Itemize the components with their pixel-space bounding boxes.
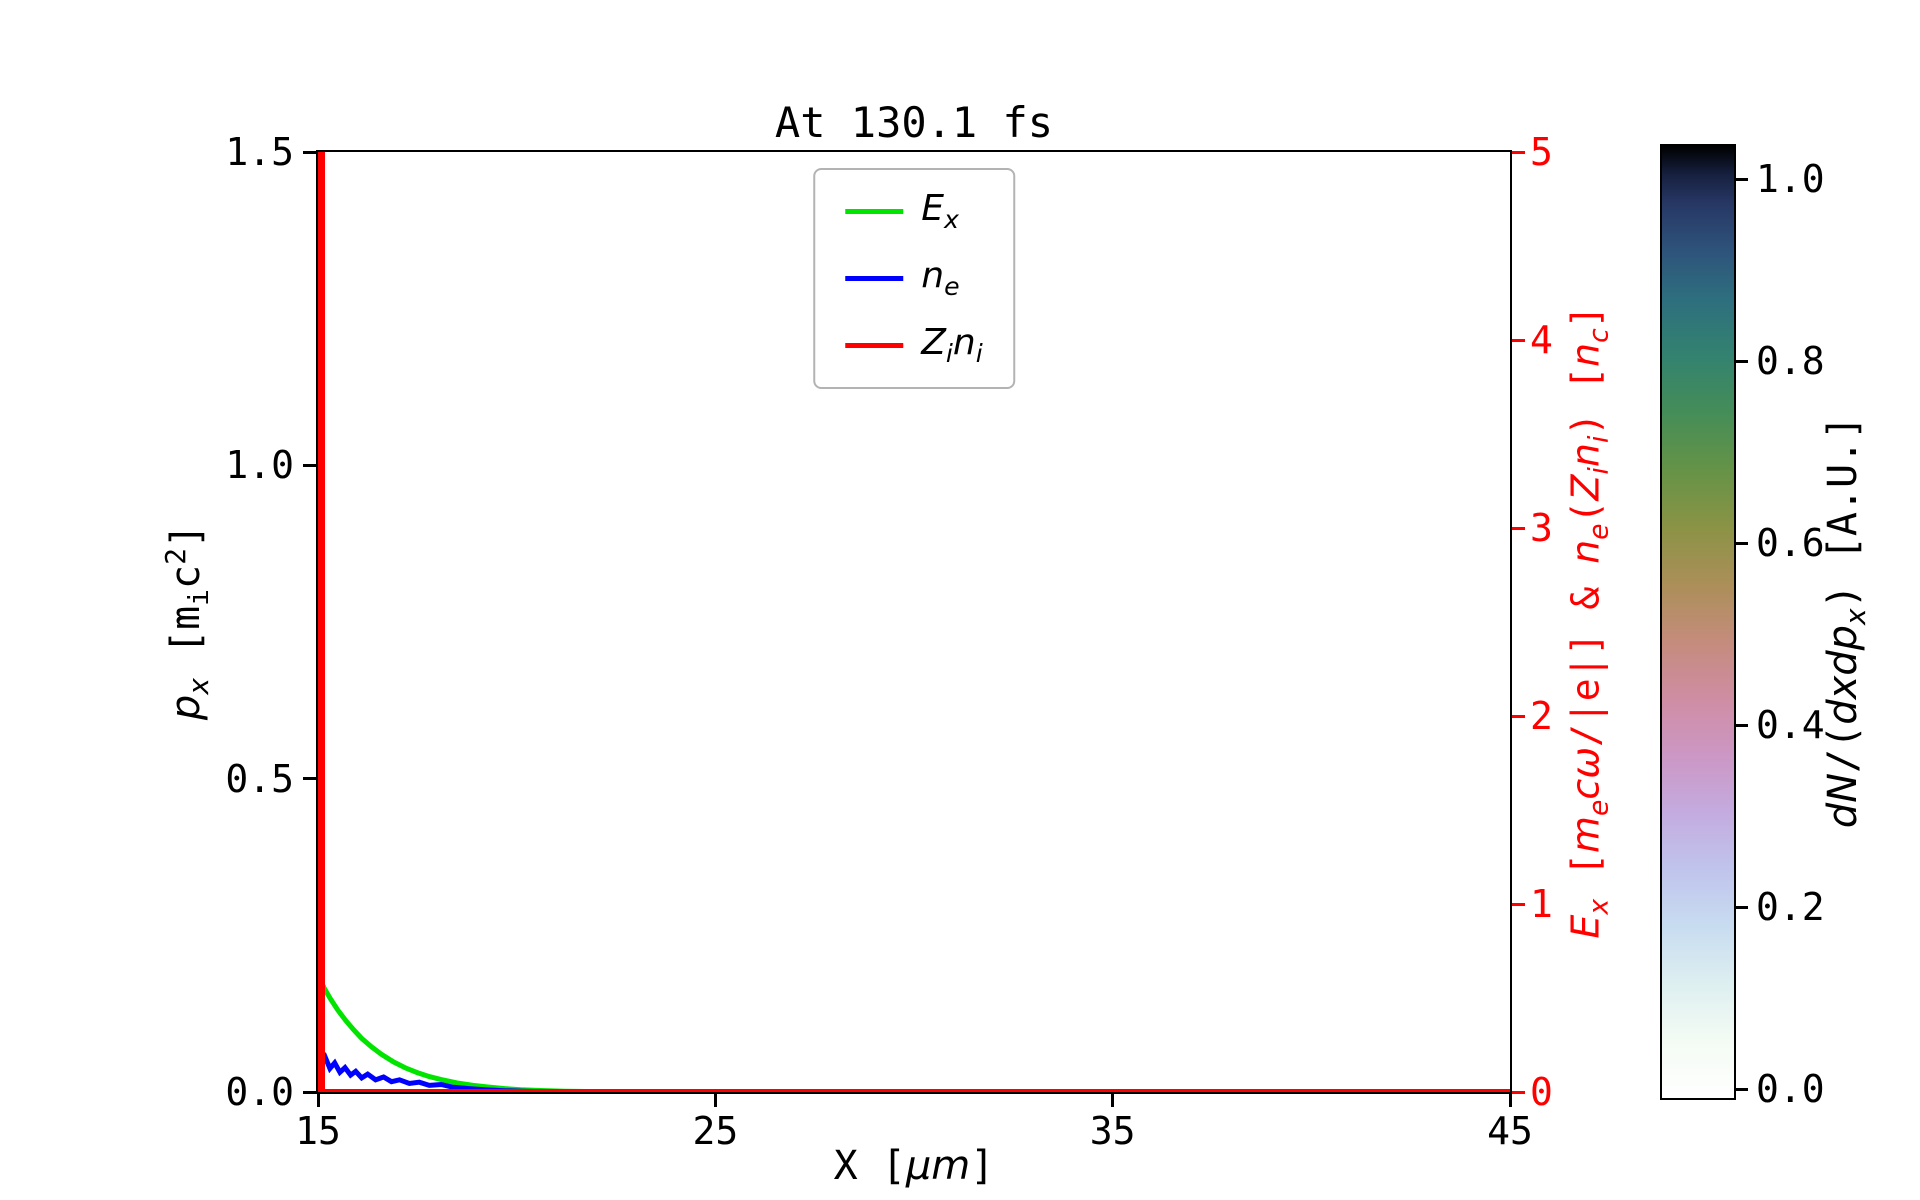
colorbar-tick-mark (1736, 905, 1748, 909)
colorbar-tick-label: 1.0 (1756, 157, 1825, 201)
x-tick-label: 35 (1089, 1109, 1136, 1153)
legend-item-ex: Ex (845, 188, 983, 235)
colorbar (1660, 144, 1736, 1100)
y-left-tick-mark (303, 777, 316, 781)
y-left-tick-mark (303, 463, 316, 467)
y-right-tick-label: 5 (1530, 130, 1553, 174)
y-right-tick-mark (1512, 526, 1525, 530)
y-left-tick-label: 0.0 (225, 1070, 294, 1114)
plot-canvas (318, 152, 1510, 1092)
colorbar-tick-label: 0.2 (1756, 885, 1825, 929)
series-line-ex (318, 974, 1510, 1092)
y-left-tick-mark (303, 1090, 316, 1094)
plot-area: Ex ne Zini (316, 150, 1512, 1094)
y-left-tick-mark (303, 150, 316, 154)
y-right-tick-label: 4 (1530, 318, 1553, 362)
x-tick-mark (713, 1094, 717, 1107)
legend: Ex ne Zini (813, 168, 1015, 390)
y-left-tick-label: 1.5 (225, 130, 294, 174)
x-tick-label: 25 (692, 1109, 739, 1153)
legend-label-ne: ne (921, 255, 960, 302)
x-tick-mark (1111, 1094, 1115, 1107)
colorbar-tick-mark (1736, 723, 1748, 727)
legend-item-ne: ne (845, 255, 983, 302)
chart-title: At 130.1 fs (774, 98, 1054, 147)
y-right-tick-mark (1512, 1090, 1525, 1094)
x-axis-label: X [μm] (833, 1143, 995, 1189)
legend-line-zini (845, 343, 904, 349)
colorbar-tick-label: 0.6 (1756, 521, 1825, 565)
legend-label-ex: Ex (921, 188, 959, 235)
colorbar-tick-label: 0.8 (1756, 339, 1825, 383)
colorbar-label: dN/(dxdpx) [A.U.] (1820, 415, 1872, 829)
y-right-tick-label: 1 (1530, 882, 1553, 926)
legend-item-zini: Zini (845, 322, 983, 369)
colorbar-tick-mark (1736, 541, 1748, 545)
y-right-tick-mark (1512, 902, 1525, 906)
x-tick-label: 45 (1487, 1109, 1533, 1153)
legend-line-ne (845, 276, 904, 282)
legend-line-ex (845, 209, 904, 215)
y-right-tick-label: 0 (1530, 1070, 1553, 1114)
y-axis-right-label: Ex [mecω/|e|] & ne(Zini) [nc] (1563, 305, 1615, 939)
y-right-tick-mark (1512, 338, 1525, 342)
colorbar-tick-label: 0.4 (1756, 703, 1825, 747)
colorbar-tick-mark (1736, 1087, 1748, 1091)
y-axis-left-label: px [mic2] (158, 523, 216, 721)
y-right-tick-mark (1512, 714, 1525, 718)
y-left-tick-label: 0.5 (225, 756, 294, 801)
y-left-tick-label: 1.0 (225, 443, 294, 488)
y-right-tick-mark (1512, 150, 1525, 154)
x-tick-mark (316, 1094, 320, 1107)
colorbar-tick-label: 0.0 (1756, 1067, 1825, 1111)
legend-label-zini: Zini (921, 322, 983, 369)
x-tick-mark (1508, 1094, 1512, 1107)
x-tick-label: 15 (295, 1109, 341, 1153)
colorbar-tick-mark (1736, 359, 1748, 363)
colorbar-tick-mark (1736, 177, 1748, 181)
y-right-tick-label: 2 (1530, 694, 1553, 738)
y-right-tick-label: 3 (1530, 506, 1553, 550)
